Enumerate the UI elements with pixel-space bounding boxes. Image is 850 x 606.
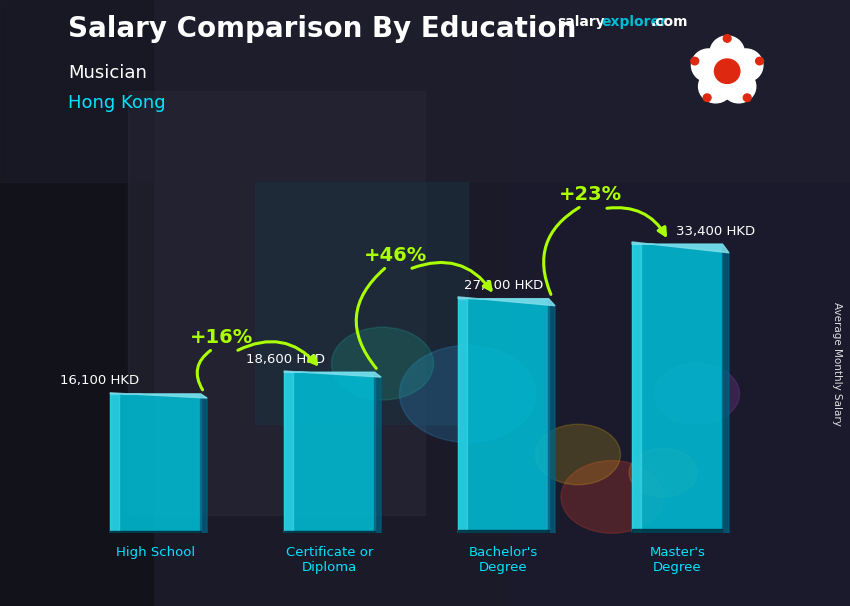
Text: .com: .com — [650, 15, 688, 29]
Circle shape — [715, 59, 740, 84]
Circle shape — [691, 58, 699, 65]
Text: 33,400 HKD: 33,400 HKD — [676, 225, 755, 238]
Polygon shape — [375, 372, 381, 533]
Bar — [510, 0, 850, 606]
Polygon shape — [458, 297, 555, 305]
Bar — [458, 530, 548, 533]
Circle shape — [536, 424, 620, 485]
Bar — [284, 372, 293, 533]
Bar — [0, 0, 153, 606]
Bar — [128, 91, 425, 515]
Circle shape — [332, 327, 434, 400]
Circle shape — [654, 364, 740, 424]
Text: Musician: Musician — [68, 64, 147, 82]
Polygon shape — [548, 299, 555, 533]
Circle shape — [710, 36, 745, 69]
Circle shape — [722, 70, 756, 103]
Bar — [458, 299, 468, 533]
Text: +16%: +16% — [190, 328, 253, 347]
Circle shape — [699, 70, 733, 103]
Bar — [632, 529, 722, 533]
Bar — [0, 0, 850, 182]
Circle shape — [743, 94, 751, 101]
Text: Average Monthly Salary: Average Monthly Salary — [832, 302, 842, 425]
Text: 18,600 HKD: 18,600 HKD — [246, 353, 326, 365]
Circle shape — [756, 58, 763, 65]
Circle shape — [629, 448, 697, 497]
Text: salary: salary — [557, 15, 604, 29]
Text: +23%: +23% — [558, 185, 622, 204]
Polygon shape — [284, 371, 381, 377]
Bar — [255, 182, 468, 424]
Circle shape — [692, 49, 726, 82]
Text: explorer: explorer — [601, 15, 666, 29]
Text: Hong Kong: Hong Kong — [68, 94, 166, 112]
Text: 27,100 HKD: 27,100 HKD — [463, 279, 543, 292]
Circle shape — [723, 35, 731, 42]
Polygon shape — [110, 393, 207, 398]
Bar — [632, 244, 641, 533]
Polygon shape — [201, 394, 207, 533]
Bar — [110, 531, 201, 533]
Circle shape — [728, 49, 762, 82]
Bar — [110, 394, 119, 533]
Bar — [632, 244, 722, 533]
Bar — [284, 531, 375, 533]
Circle shape — [703, 94, 711, 101]
Bar — [110, 394, 201, 533]
Bar — [458, 299, 548, 533]
Bar — [284, 372, 375, 533]
Polygon shape — [632, 242, 729, 253]
Polygon shape — [722, 244, 729, 533]
Circle shape — [400, 345, 536, 442]
Text: Salary Comparison By Education: Salary Comparison By Education — [68, 15, 576, 43]
Text: +46%: +46% — [364, 246, 427, 265]
Text: 16,100 HKD: 16,100 HKD — [60, 375, 139, 387]
Circle shape — [561, 461, 663, 533]
